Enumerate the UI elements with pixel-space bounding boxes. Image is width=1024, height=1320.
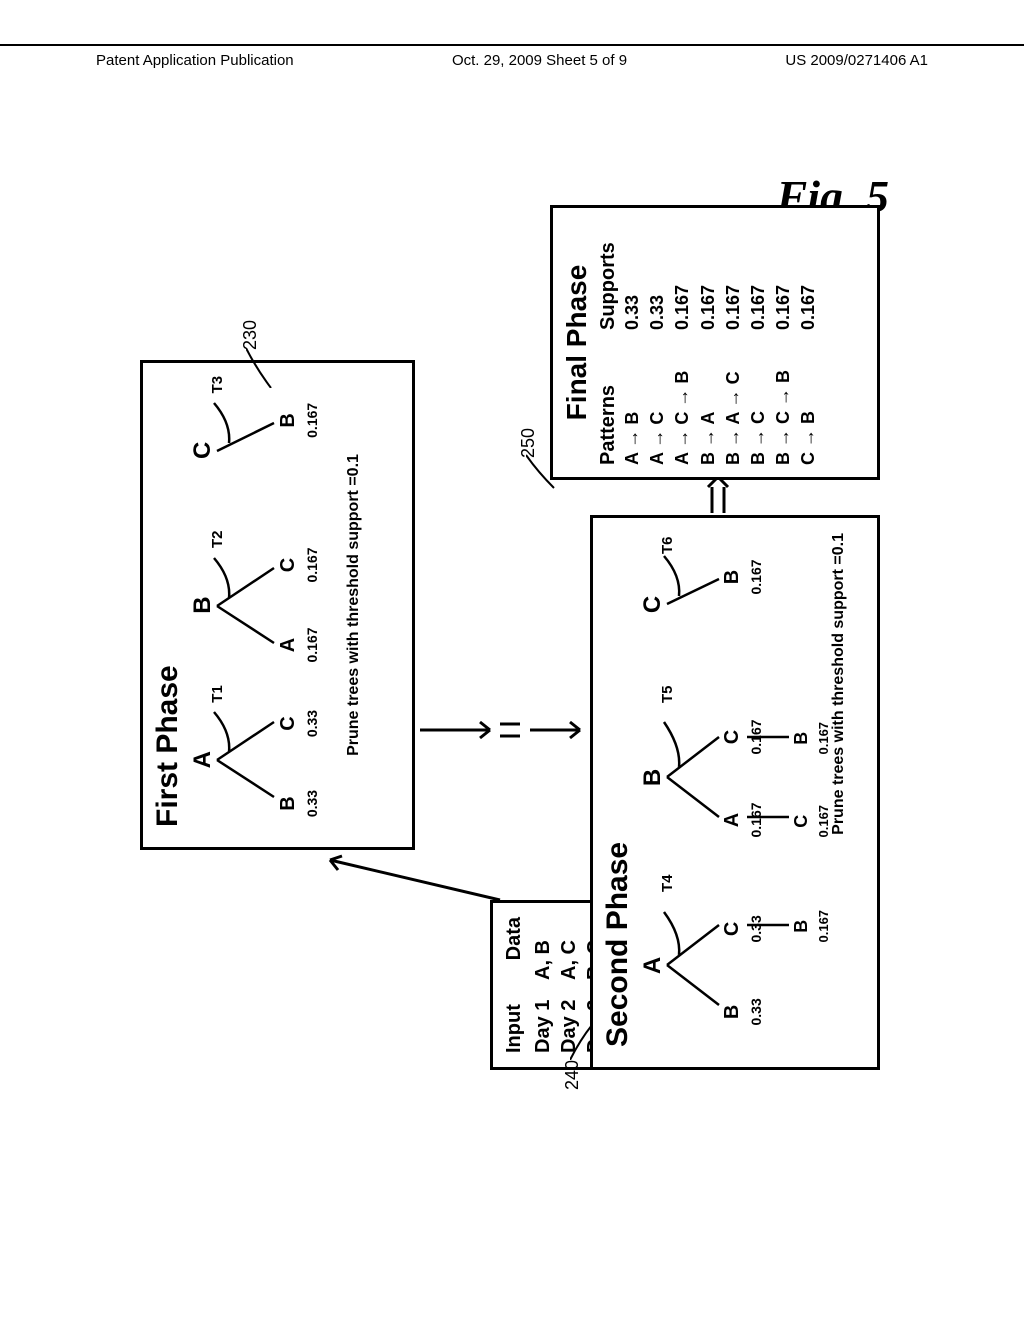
header-center: Oct. 29, 2009 Sheet 5 of 9 — [452, 52, 627, 72]
ref-240: 240 — [562, 1060, 583, 1090]
header-left: Patent Application Publication — [96, 52, 294, 72]
ref-230: 230 — [240, 320, 261, 350]
tree-branches — [189, 378, 309, 523]
page-header: Patent Application Publication Oct. 29, … — [0, 44, 1024, 72]
figure-content: Input Data Day 1A, B Day 2A, C Day 3B, C… — [50, 260, 950, 1040]
final-col2: Supports — [597, 242, 620, 330]
input-col2: Data — [503, 917, 526, 960]
final-title: Final Phase — [561, 220, 593, 465]
arrow-second-to-final — [700, 475, 740, 515]
arrow-input-second — [710, 865, 730, 995]
tree-branches — [639, 535, 834, 675]
final-phase-box: Final Phase Patterns Supports A → B0.33 … — [550, 205, 880, 480]
header-right: US 2009/0271406 A1 — [785, 52, 928, 72]
arrow-first-to-second — [420, 680, 590, 740]
second-phase-title: Second Phase — [593, 518, 635, 1067]
second-phase-box: Second Phase A T4 B0.33 C0.33 B0.167 B T… — [590, 515, 880, 1070]
first-phase-box: First Phase A T1 B0.33 C0.33 B T2 A0.167… — [140, 360, 415, 850]
tree-t2: B T2 A0.167 C0.167 — [189, 533, 349, 678]
tree-t6: C T6 B0.167 — [639, 535, 834, 675]
tree-t3: C T3 B0.167 — [189, 378, 349, 523]
tree-t5: B T5 A0.167 C0.167 C0.167 B0.167 — [639, 688, 834, 868]
tree-t4: A T4 B0.33 C0.33 B0.167 — [639, 881, 834, 1051]
tree-branches — [639, 688, 834, 868]
first-phase-title: First Phase — [143, 363, 185, 847]
input-col1: Input — [503, 1004, 526, 1053]
final-col1: Patterns — [597, 330, 620, 465]
tree-t1: A T1 B0.33 C0.33 — [189, 687, 349, 832]
ref-250: 250 — [518, 428, 539, 458]
